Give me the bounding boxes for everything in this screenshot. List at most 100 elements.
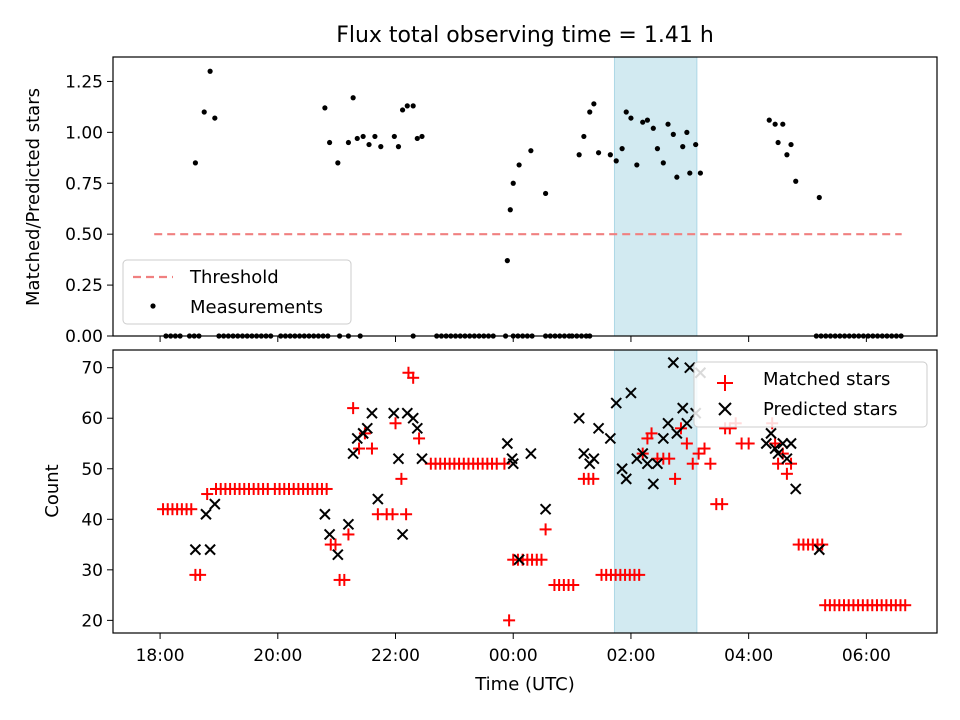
measurement-point [201, 109, 207, 115]
y-tick-label: 0.00 [65, 327, 103, 347]
y-tick-label: 1.00 [65, 123, 103, 143]
x-tick-label: 20:00 [253, 646, 302, 666]
y-tick-label: 0.25 [65, 276, 103, 296]
count-marks [157, 356, 912, 627]
predicted-point [189, 543, 202, 556]
measurements-legend-swatch [150, 303, 156, 309]
predicted-point [790, 483, 802, 495]
predicted-point [204, 543, 216, 556]
y-tick-label: 60 [81, 409, 103, 429]
matched-point [742, 437, 755, 450]
matched-point [692, 447, 705, 460]
matched-point [389, 417, 402, 430]
matched-point [539, 523, 552, 536]
matched-point [686, 457, 699, 470]
predicted-point [592, 422, 605, 435]
measurement-point [693, 141, 699, 148]
predicted-point [813, 543, 825, 556]
count-y-axis-label: Count [42, 464, 63, 517]
measurement-point [607, 152, 613, 158]
series-1-0 [157, 366, 912, 627]
matched-point [567, 578, 580, 591]
measurement-point [395, 144, 402, 150]
predicted-point [407, 412, 419, 424]
matched-point [663, 452, 676, 465]
matched-point [320, 482, 333, 495]
measurement-point [697, 170, 703, 176]
measurement-point [650, 125, 656, 131]
predicted-point [539, 503, 552, 515]
y-tick-label: 20 [81, 611, 103, 631]
predicted-point [209, 498, 221, 510]
y-tick-label: 0.75 [65, 174, 103, 194]
matched-point [347, 402, 360, 415]
predicted-point [781, 452, 793, 465]
count-highlight-span [613, 349, 698, 634]
measurement-point [766, 117, 772, 123]
y-tick-label: 30 [81, 561, 103, 581]
predicted-point [684, 361, 696, 374]
measurement-point [684, 129, 690, 135]
predicted-point [366, 407, 378, 419]
predicted-point [501, 437, 514, 450]
predicted-point [525, 447, 537, 460]
measurement-point [772, 121, 778, 127]
matched-point [194, 568, 207, 581]
measurement-point [507, 207, 513, 213]
predicted-point [662, 417, 674, 429]
matched-point [395, 472, 408, 485]
predicted-point [671, 427, 683, 440]
x-tick-label: 18:00 [136, 646, 185, 666]
x-tick-label: 06:00 [842, 646, 891, 666]
measurement-point [207, 68, 213, 74]
y-tick-label: 70 [81, 359, 103, 379]
threshold-legend-label: Threshold [189, 267, 279, 288]
measurement-point [591, 101, 597, 107]
measurement-point [587, 109, 593, 115]
measurement-point [378, 144, 384, 150]
measurement-point [628, 115, 634, 121]
matched-legend-label: Matched stars [763, 369, 890, 390]
count-panel: 20 30 40 50 60 70 18:00 20:00 22:00 00:00 02:00 04… [42, 349, 938, 695]
measurement-point [212, 115, 218, 121]
measurement-point [366, 141, 372, 148]
measurement-point [644, 117, 651, 123]
predicted-point [647, 478, 660, 490]
measurement-point [528, 148, 534, 154]
ratio-y-axis-label: Matched/Predicted stars [23, 88, 44, 306]
measurement-point [399, 107, 406, 113]
count-axes-frame [112, 349, 938, 634]
predicted-point [396, 528, 409, 541]
predicted-point [657, 432, 670, 445]
predicted-point [785, 437, 797, 450]
series-1-1 [189, 356, 825, 566]
predicted-legend-label: Predicted stars [763, 399, 897, 420]
y-tick-label: 0.50 [65, 225, 103, 245]
count-x-ticks: 18:00 20:00 22:00 00:00 02:00 04:00 06:00 [136, 633, 891, 666]
measurement-point [322, 105, 328, 111]
x-tick-label: 02:00 [606, 646, 655, 666]
predicted-point [513, 554, 525, 566]
measurement-point [674, 174, 680, 180]
measurement-point [410, 103, 416, 109]
measurement-point [516, 162, 522, 168]
measurement-point [619, 146, 625, 152]
measurement-point [510, 180, 516, 186]
predicted-point [388, 407, 400, 419]
predicted-point [392, 452, 405, 465]
measurement-point [780, 121, 786, 127]
measurement-point [680, 144, 686, 150]
predicted-point [578, 447, 590, 460]
matched-legend-swatch [717, 375, 733, 391]
predicted-point [620, 473, 632, 485]
x-tick-label: 04:00 [724, 646, 773, 666]
x-tick-label: 00:00 [489, 646, 538, 666]
count-legend-box [693, 361, 928, 428]
x-tick-label: 22:00 [371, 646, 420, 666]
matched-point [338, 573, 351, 586]
measurements-legend-label: Measurements [190, 297, 323, 318]
measurement-point [504, 258, 510, 264]
predicted-point [677, 402, 689, 414]
predicted-point [323, 528, 336, 541]
ratio-panel: 0.00 0.25 0.50 0.75 1.00 1.25 Matched/Predict… [23, 56, 938, 347]
